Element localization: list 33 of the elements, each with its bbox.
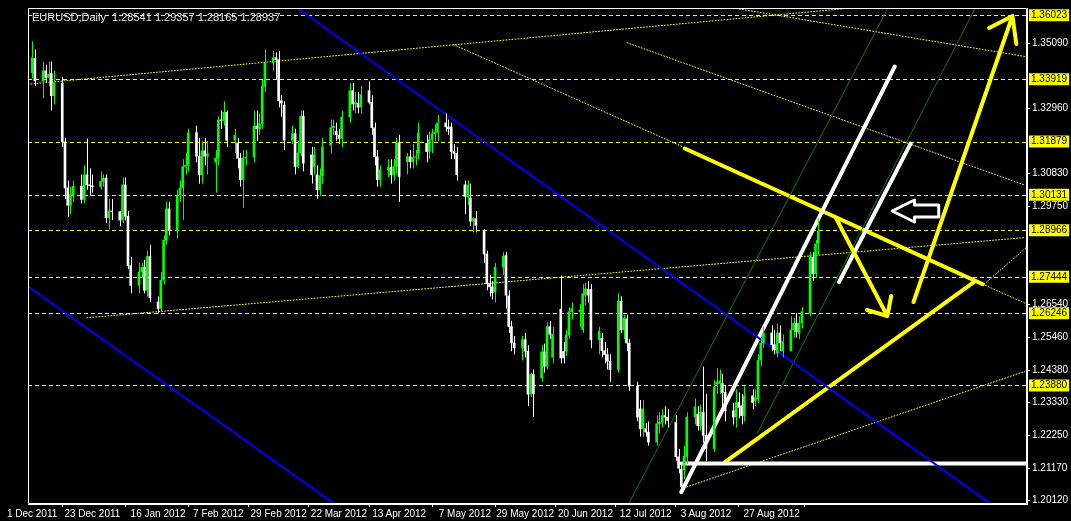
x-tick-label: 1 Dec 2011 [6, 507, 58, 519]
x-tick-label: 29 May 2012 [496, 507, 555, 519]
y-tick-label: 1.32960 [1032, 102, 1069, 114]
x-tick-label: 12 Jul 2012 [619, 507, 672, 519]
x-tick-label: 22 Mar 2012 [310, 507, 368, 519]
y-tick-label: 1.23330 [1032, 395, 1069, 407]
ref-line-label: 1.30131 [1031, 188, 1068, 200]
y-tick-label: 1.25460 [1032, 330, 1069, 342]
ref-line-label: 1.31879 [1031, 135, 1068, 147]
y-tick-label: 1.26540 [1032, 298, 1069, 310]
ref-line-label: 1.23880 [1031, 379, 1068, 391]
x-tick-label: 20 Jun 2012 [557, 507, 614, 519]
y-tick-label: 1.22250 [1032, 428, 1069, 440]
x-tick-label: 29 Feb 2012 [250, 507, 308, 519]
y-tick-label: 1.24380 [1032, 363, 1069, 375]
x-tick-label: 3 Aug 2012 [680, 507, 732, 519]
x-tick-label: 7 May 2012 [438, 507, 492, 519]
x-tick-label: 16 Jan 2012 [130, 507, 187, 519]
x-tick-label: 13 Apr 2012 [372, 507, 427, 519]
y-tick-label: 1.20120 [1032, 493, 1069, 505]
chart-title: EURUSD,Daily 1.28541 1.29357 1.28165 1.28937 [32, 11, 281, 24]
y-tick-label: 1.35090 [1032, 37, 1069, 49]
ref-line-label: 1.26246 [1031, 307, 1068, 319]
ref-line-label: 1.36023 [1031, 8, 1068, 20]
ref-line-label: 1.27444 [1031, 270, 1068, 282]
x-tick-label: 7 Feb 2012 [193, 507, 245, 519]
x-tick-label: 23 Dec 2011 [64, 507, 121, 519]
ref-line-label: 1.33919 [1031, 73, 1068, 85]
y-tick-label: 1.30830 [1032, 167, 1069, 179]
y-tick-label: 1.29750 [1032, 200, 1069, 212]
x-tick-label: 27 Aug 2012 [743, 507, 801, 519]
y-tick-label: 1.21170 [1032, 461, 1068, 473]
ref-line-label: 1.28966 [1031, 224, 1068, 236]
